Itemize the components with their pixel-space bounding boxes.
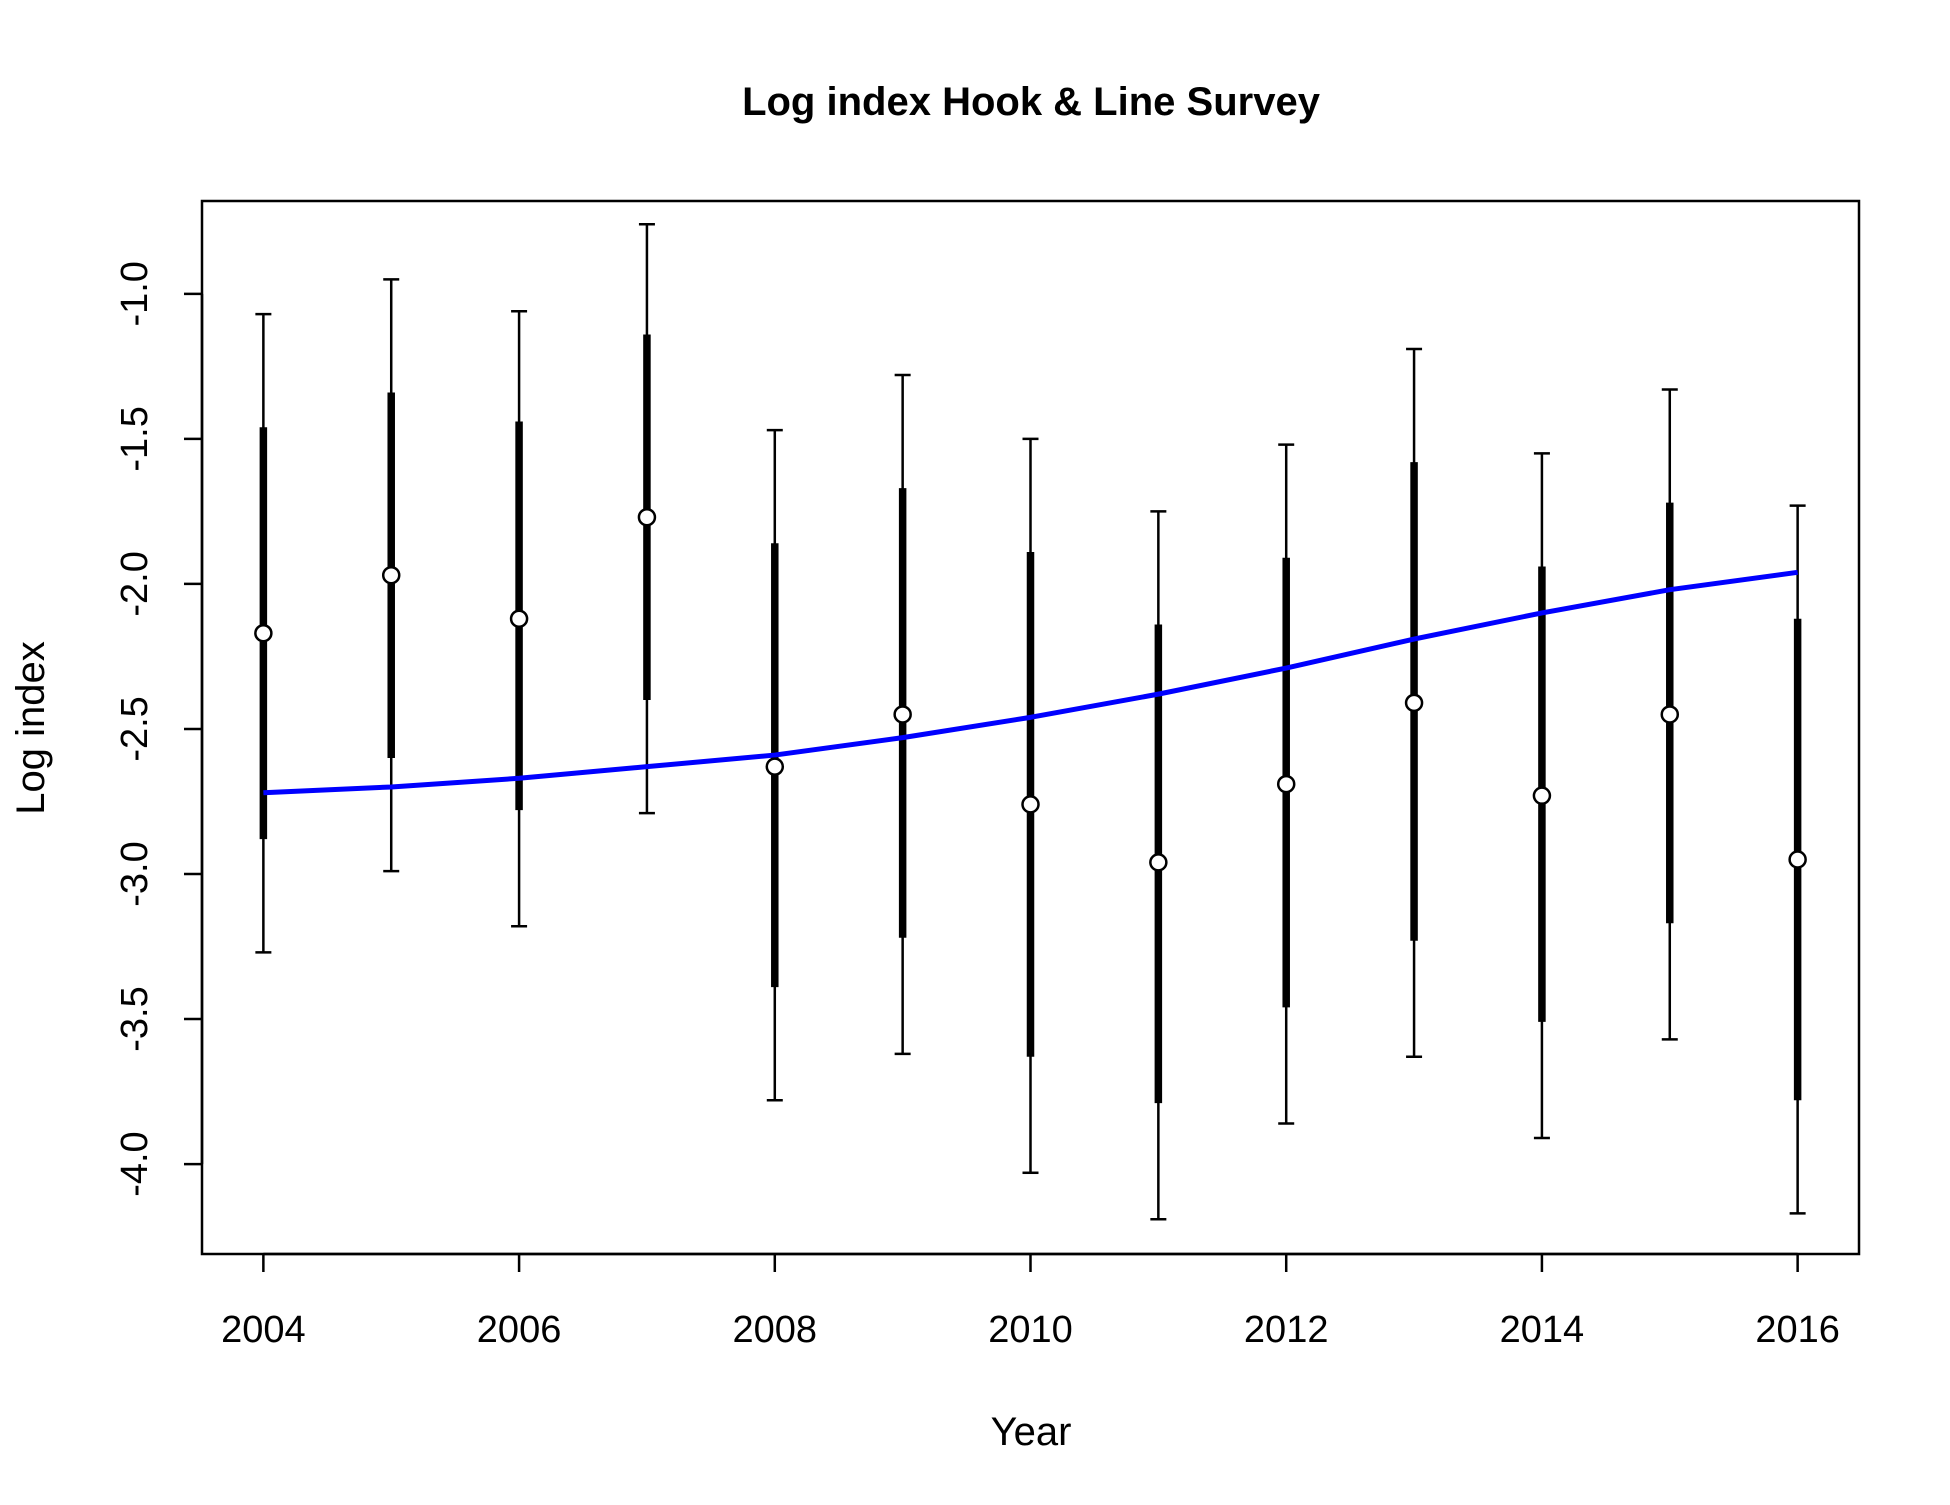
x-axis-label: Year (991, 1410, 1072, 1454)
fit-line (263, 569, 1798, 796)
data-point (637, 507, 657, 527)
data-point (1788, 850, 1807, 869)
data-point (509, 609, 529, 628)
y-tick-label: -3.0 (114, 841, 156, 906)
data-point (765, 757, 785, 776)
y-tick-label: -1.5 (114, 406, 156, 471)
x-tick-label: 2004 (221, 1309, 306, 1351)
y-tick-label: -3.5 (114, 986, 156, 1051)
x-tick-label: 2008 (733, 1309, 818, 1351)
y-axis-label: Log index (9, 641, 53, 814)
data-point (254, 623, 273, 643)
y-tick-label: -1.0 (114, 261, 156, 326)
y-tick-label: -2.0 (114, 551, 156, 616)
x-tick-label: 2012 (1244, 1309, 1329, 1351)
x-tick-label: 2010 (988, 1309, 1073, 1351)
data-point (1660, 705, 1680, 724)
x-tick-label: 2014 (1500, 1309, 1585, 1351)
data-point (1149, 853, 1168, 872)
data-point (1021, 795, 1040, 814)
y-tick-label: -4.0 (114, 1131, 156, 1196)
chart-title: Log index Hook & Line Survey (742, 80, 1321, 124)
data-point (1532, 786, 1552, 805)
data-point (1276, 774, 1296, 794)
data-point (381, 565, 401, 585)
data-point (1404, 693, 1424, 713)
x-tick-label: 2006 (477, 1309, 562, 1351)
x-tick-label: 2016 (1755, 1309, 1840, 1351)
y-tick-label: -2.5 (114, 696, 156, 761)
data-point (893, 705, 912, 724)
